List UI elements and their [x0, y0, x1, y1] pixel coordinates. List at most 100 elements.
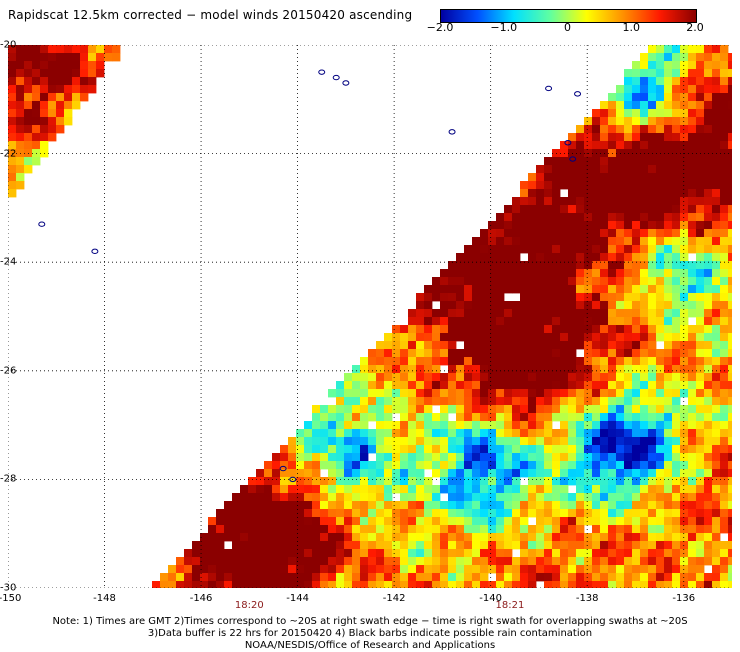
wind-cell — [320, 413, 329, 422]
wind-cell — [576, 261, 585, 270]
wind-cell — [680, 205, 689, 214]
wind-cell — [672, 461, 681, 470]
wind-cell — [584, 533, 593, 542]
wind-cell — [632, 77, 641, 86]
wind-cell — [432, 333, 441, 342]
wind-cell — [600, 365, 609, 374]
wind-cell — [704, 485, 713, 494]
wind-cell — [496, 349, 505, 358]
wind-cell — [552, 517, 561, 526]
wind-cell — [688, 381, 697, 390]
wind-cell — [528, 533, 537, 542]
wind-cell — [528, 197, 537, 206]
wind-cell — [656, 501, 665, 510]
wind-cell — [624, 461, 633, 470]
wind-cell — [592, 541, 601, 550]
wind-cell — [496, 245, 505, 254]
wind-cell — [24, 77, 33, 86]
wind-cell — [728, 413, 732, 422]
wind-cell — [440, 317, 449, 326]
wind-cell — [544, 477, 553, 486]
wind-cell — [536, 429, 545, 438]
wind-cell — [456, 261, 465, 270]
wind-cell — [496, 333, 505, 342]
wind-cell — [544, 501, 553, 510]
wind-cell — [632, 197, 641, 206]
wind-cell — [480, 341, 489, 350]
wind-cell — [720, 261, 729, 270]
wind-cell — [344, 533, 353, 542]
wind-cell — [488, 517, 497, 526]
wind-cell — [640, 61, 649, 70]
wind-cell — [720, 445, 729, 454]
wind-cell — [504, 405, 513, 414]
wind-cell — [688, 133, 697, 142]
wind-cell — [656, 445, 665, 454]
wind-cell — [152, 581, 161, 588]
wind-cell — [696, 509, 705, 518]
wind-cell — [680, 413, 689, 422]
wind-cell — [688, 109, 697, 118]
wind-cell — [648, 77, 657, 86]
wind-cell — [544, 301, 553, 310]
wind-cell — [584, 157, 593, 166]
wind-cell — [520, 493, 529, 502]
wind-cell — [400, 485, 409, 494]
wind-cell — [312, 477, 321, 486]
wind-cell — [560, 141, 569, 150]
map-plot-area — [8, 45, 732, 588]
wind-cell — [720, 157, 729, 166]
wind-cell — [680, 317, 689, 326]
wind-cell — [280, 549, 289, 558]
wind-cell — [384, 445, 393, 454]
wind-cell — [704, 45, 713, 54]
latitude-tick-label: -30 — [0, 582, 17, 594]
wind-cell — [432, 485, 441, 494]
wind-cell — [560, 389, 569, 398]
wind-cell — [640, 269, 649, 278]
latitude-tick-label: -22 — [0, 148, 17, 160]
wind-cell — [16, 133, 25, 142]
wind-cell — [576, 453, 585, 462]
wind-cell — [392, 397, 401, 406]
wind-cell — [400, 325, 409, 334]
wind-cell — [504, 221, 513, 230]
wind-cell — [560, 165, 569, 174]
wind-cell — [696, 221, 705, 230]
wind-cell — [440, 413, 449, 422]
wind-cell — [232, 565, 241, 574]
wind-cell — [328, 517, 337, 526]
wind-cell — [336, 445, 345, 454]
wind-cell — [440, 277, 449, 286]
wind-cell — [544, 333, 553, 342]
wind-cell — [632, 109, 641, 118]
wind-cell — [544, 261, 553, 270]
wind-cell — [680, 53, 689, 62]
wind-cell — [624, 397, 633, 406]
wind-cell — [624, 357, 633, 366]
wind-cell — [552, 573, 561, 582]
wind-cell — [680, 181, 689, 190]
wind-cell — [360, 573, 369, 582]
wind-cell — [680, 309, 689, 318]
wind-cell — [536, 341, 545, 350]
wind-cell — [616, 141, 625, 150]
wind-cell — [608, 221, 617, 230]
wind-cell — [536, 493, 545, 502]
wind-cell — [48, 125, 57, 134]
wind-cell — [432, 541, 441, 550]
wind-cell — [440, 341, 449, 350]
wind-cell — [720, 509, 729, 518]
wind-cell — [632, 229, 641, 238]
wind-cell — [32, 157, 41, 166]
wind-cell — [672, 285, 681, 294]
wind-cell — [648, 357, 657, 366]
wind-cell — [424, 293, 433, 302]
wind-cell — [496, 525, 505, 534]
wind-cell — [696, 181, 705, 190]
longitude-tick-label: -138 — [575, 593, 599, 604]
wind-cell — [696, 189, 705, 198]
wind-cell — [32, 141, 41, 150]
wind-cell — [328, 461, 337, 470]
wind-cell — [584, 413, 593, 422]
